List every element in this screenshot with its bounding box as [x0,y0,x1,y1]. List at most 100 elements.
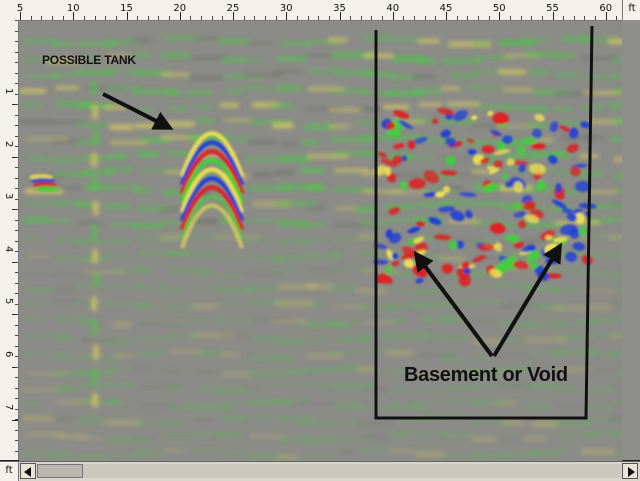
radar-band-segment [582,91,622,95]
radar-band-segment [78,319,98,326]
radar-band-segment [580,36,619,43]
radar-band-segment [137,107,156,111]
radar-band-segment [415,387,438,392]
top-ruler-major-tick [339,12,341,20]
top-ruler-label-30: 30 [279,3,293,14]
radar-band-segment [327,37,348,42]
radar-band-segment [56,336,78,341]
radar-band-segment [553,404,588,409]
radar-band-segment [252,102,279,108]
left-ruler-minor-tick [15,251,18,252]
radar-band-segment [306,185,326,191]
left-ruler-minor-tick [15,240,18,242]
radar-band-segment [252,336,282,342]
radar-band-segment [137,237,180,241]
left-ruler-label-3: 3 [3,193,14,200]
radar-band-segment [104,69,133,73]
left-ruler-minor-tick [15,104,18,105]
radar-streak [93,129,99,143]
top-ruler-minor-tick [563,16,565,20]
radar-band-segment [586,234,622,238]
radar-band-segment [584,333,622,337]
radar-band-segment [252,201,291,207]
radar-band-segment [168,268,209,274]
scroll-left-button[interactable] [20,463,36,479]
radar-band-segment [551,269,584,273]
radar-band-segment [358,107,384,112]
radar-band-segment [583,432,619,436]
radar-band-segment [193,304,217,309]
top-ruler-minor-tick [62,16,64,20]
radar-band-segment [104,283,145,289]
radar-band-segment [496,453,539,457]
scroll-thumb[interactable] [37,464,83,478]
radar-band-segment [246,218,281,222]
radar-band-segment [611,74,622,78]
left-ruler-minor-tick [15,198,18,200]
radar-band-segment [47,58,80,64]
top-ruler-minor-tick [222,16,224,20]
scroll-track[interactable] [37,464,621,478]
radar-band-segment [551,420,592,427]
radar-band-segment [193,105,215,109]
radar-band-segment [383,135,422,140]
top-ruler-major-tick [552,12,554,20]
radar-band-segment [384,204,416,209]
radar-band-segment [582,104,604,111]
radar-band-segment [195,271,216,275]
radar-band-segment [56,102,91,106]
radar-band-segment [364,386,390,393]
radar-band-segment [221,254,247,260]
top-ruler-label-60: 60 [599,3,613,14]
radar-band-segment [161,189,200,195]
horizontal-scrollbar[interactable]: ft [0,461,640,481]
radar-band-segment [81,156,124,160]
radar-band-segment [385,350,414,355]
radar-band-segment [138,251,182,256]
right-triangle-icon [628,467,635,477]
radar-band-segment [525,52,557,57]
radar-band-segment [132,337,176,343]
radar-band-segment [106,86,141,91]
radar-band-segment [137,151,159,157]
radar-band-segment [300,168,325,173]
radar-band-segment [131,366,154,371]
radar-band-segment [336,337,371,344]
radar-band-segment [26,254,49,259]
radar-band-segment [333,421,369,426]
radar-band-segment [583,350,622,356]
radar-band-segment [384,318,406,323]
radar-band-segment [442,201,473,205]
radar-band-segment [192,369,214,375]
radargram-canvas[interactable] [19,21,622,461]
left-ruler-minor-tick [15,72,18,74]
void-reflection-blob [573,208,583,214]
radar-streak [93,345,99,359]
radar-band-segment [587,190,617,194]
radar-band-segment [361,151,382,155]
top-ruler-minor-tick [595,16,597,20]
radar-band-segment [584,135,609,139]
radar-band-segment [243,58,264,62]
tank-hyperbola [179,194,245,240]
radar-band-segment [250,186,293,191]
radar-band-segment [412,88,442,95]
top-ruler-minor-tick [254,16,256,20]
left-ruler-minor-tick [15,209,18,210]
radar-band-segment [355,448,387,453]
radar-band-segment [112,353,136,358]
radar-band-segment [161,288,187,294]
left-ruler-minor-tick [15,377,18,378]
radar-band-segment [25,432,65,437]
top-ruler-minor-tick [243,16,245,20]
vertical-depth-ruler: 1 2 3 4 5 6 7 [0,20,19,473]
radar-band-segment [167,334,199,338]
radar-band-segment [607,272,622,279]
radar-band-segment [614,451,622,457]
scroll-right-button[interactable] [622,463,638,479]
void-reflection-blob [393,110,410,119]
radar-band-segment [412,401,435,407]
radar-band-segment [472,436,496,442]
radar-streak [91,369,97,383]
top-ruler-minor-tick [264,16,266,20]
